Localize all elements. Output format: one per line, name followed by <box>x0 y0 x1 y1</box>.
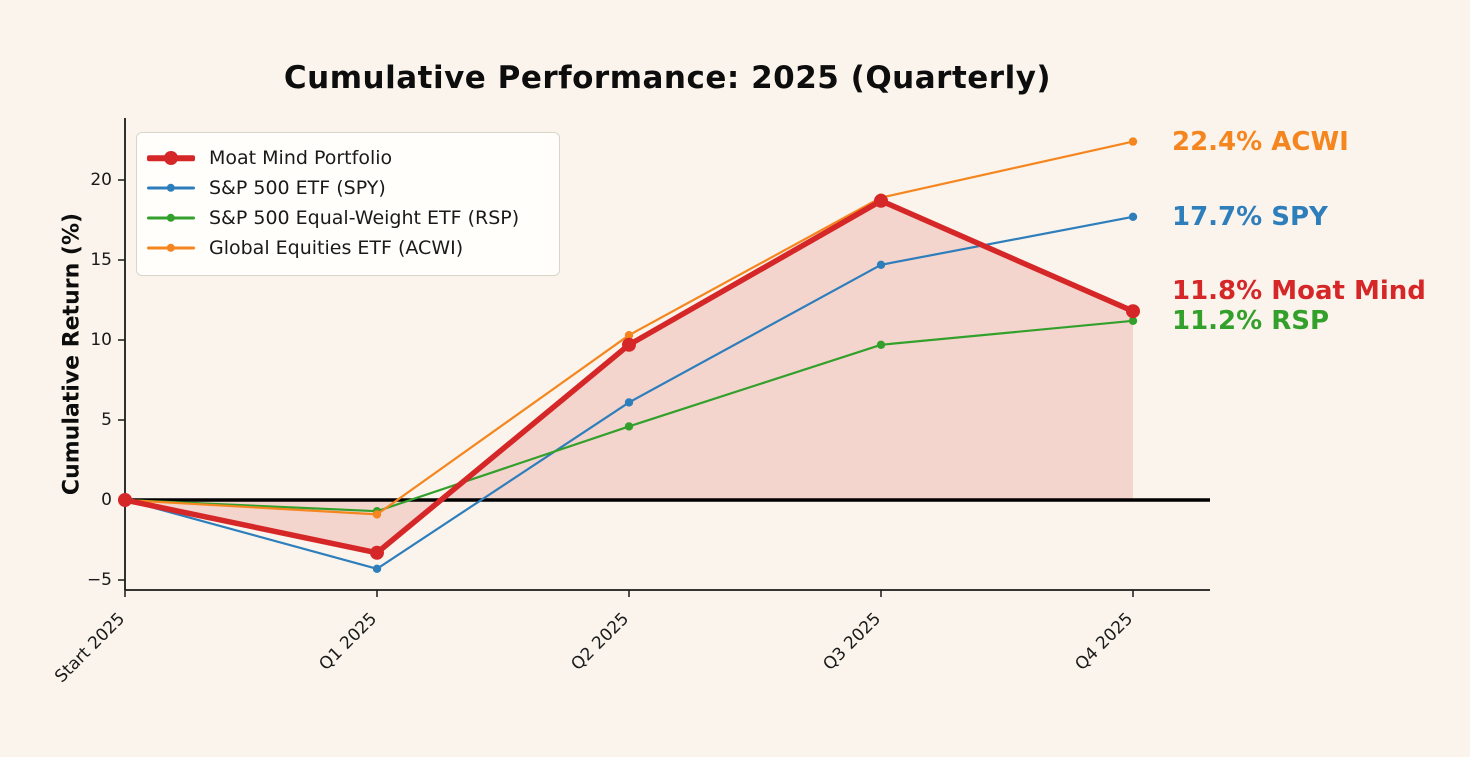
series-marker <box>372 564 382 573</box>
series-end-label: 22.4% ACWI <box>1172 126 1349 157</box>
y-tick-label: 5 <box>101 410 112 430</box>
legend-line-swatch <box>147 150 195 166</box>
legend: Moat Mind Portfolio S&P 500 ETF (SPY) S&P … <box>136 132 560 276</box>
legend-item-label: Moat Mind Portfolio <box>209 147 393 169</box>
fill-area <box>125 200 1133 553</box>
y-tick-label: 0 <box>101 490 112 510</box>
series-marker <box>876 260 886 269</box>
legend-item: Moat Mind Portfolio <box>147 143 545 173</box>
series-marker <box>1128 316 1138 325</box>
series-marker <box>1128 212 1138 221</box>
legend-item-label: S&P 500 Equal-Weight ETF (RSP) <box>209 207 520 229</box>
series-end-label: 17.7% SPY <box>1172 201 1328 232</box>
series-marker <box>118 493 132 507</box>
series-marker <box>1128 137 1138 146</box>
legend-item: S&P 500 Equal-Weight ETF (RSP) <box>147 203 545 233</box>
series-marker <box>622 337 636 352</box>
legend-item-label: S&P 500 ETF (SPY) <box>209 177 386 199</box>
series-end-label: 11.2% RSP <box>1172 305 1330 336</box>
y-tick-label: 20 <box>90 170 112 190</box>
series-marker <box>624 398 634 407</box>
series-marker <box>876 340 886 349</box>
legend-line-swatch <box>147 180 195 196</box>
legend-item: S&P 500 ETF (SPY) <box>147 173 545 203</box>
legend-line-swatch <box>147 240 195 256</box>
legend-item: Global Equities ETF (ACWI) <box>147 233 545 263</box>
legend-line-swatch <box>147 210 195 226</box>
chart-title: Cumulative Performance: 2025 (Quarterly) <box>283 60 1052 96</box>
series-marker <box>370 545 384 560</box>
series-end-label: 11.8% Moat Mind <box>1172 276 1426 307</box>
series-marker <box>874 193 888 208</box>
y-tick-label: −5 <box>86 570 112 590</box>
y-tick-label: 15 <box>90 250 112 270</box>
y-tick-label: 10 <box>90 330 112 350</box>
series-marker <box>624 331 634 340</box>
series-marker <box>372 510 382 519</box>
series-marker <box>624 422 634 431</box>
legend-item-label: Global Equities ETF (ACWI) <box>209 237 464 259</box>
series-marker <box>1126 304 1140 319</box>
